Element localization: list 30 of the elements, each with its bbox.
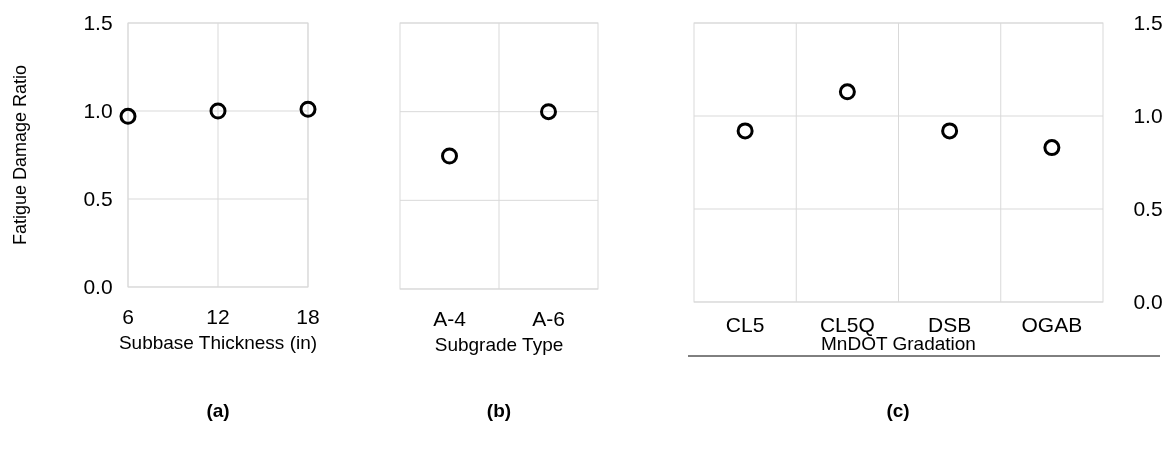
x-axis-title: Subbase Thickness (in) <box>118 332 318 353</box>
point <box>1043 139 1061 157</box>
y2-tick-label: 1.0 <box>1133 104 1163 128</box>
y-tick-label: 0.5 <box>83 187 113 211</box>
x-tick-label: OGAB <box>1021 313 1083 336</box>
y-axis-title: Fatigue Damage Ratio <box>10 64 30 246</box>
point <box>736 122 754 140</box>
y-tick-label: 0.0 <box>83 275 113 299</box>
point <box>299 100 317 118</box>
y2-tick-label: 0.0 <box>1133 290 1163 314</box>
x-tick-label: 18 <box>296 305 320 328</box>
point <box>209 102 227 120</box>
text: (a) <box>206 400 230 421</box>
point <box>119 107 137 125</box>
y-tick-label: 1.0 <box>83 99 113 123</box>
x-tick-label: CL5Q <box>819 313 875 336</box>
text: (c) <box>886 400 910 421</box>
x-tick-label: 12 <box>206 305 230 328</box>
y2-tick-label: 0.5 <box>1133 197 1163 221</box>
x-tick-label: 6 <box>122 305 134 328</box>
text: (b) <box>486 400 512 421</box>
x-tick-label: A-4 <box>433 307 467 330</box>
x-tick-label: DSB <box>928 313 972 336</box>
point <box>941 122 959 140</box>
x-tick-label: CL5 <box>725 313 765 336</box>
point <box>838 83 856 101</box>
x-axis-title: Subgrade Type <box>434 334 564 355</box>
x-tick-label: A-6 <box>532 307 565 330</box>
y-tick-label: 1.5 <box>83 11 113 35</box>
y2-tick-label: 1.5 <box>1133 11 1163 35</box>
